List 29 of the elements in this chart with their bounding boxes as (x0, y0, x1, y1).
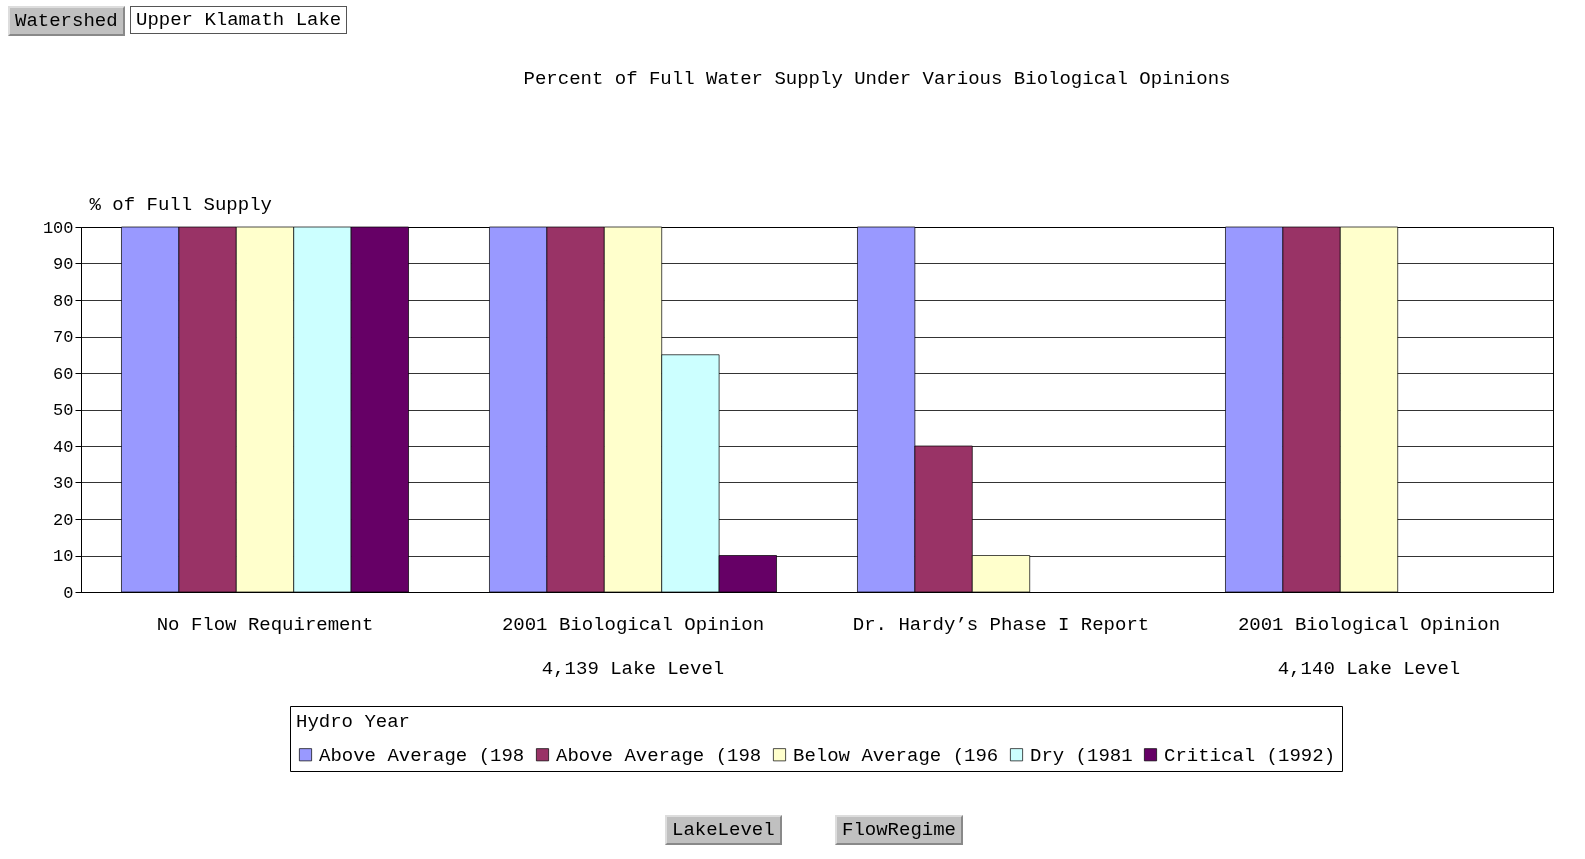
field-button: LakeLevel (665, 815, 782, 845)
legend-label: Dry (1981 (1030, 744, 1133, 767)
legend-label: Critical (1992) (1164, 744, 1336, 767)
chart-title: Percent of Full Water Supply Under Various Biological Opinions (523, 68, 1231, 90)
y-axis-title: % of Full Supply (89, 193, 272, 216)
field-button: Watershed (8, 6, 125, 36)
legend-label: Below Average (196 (793, 744, 999, 767)
y-tick-label: 50 (53, 401, 74, 420)
y-tick-label: 40 (53, 437, 74, 457)
group-label: 4,140 Lake Level (1276, 658, 1462, 680)
x-tick-label: No Flow Requirement (156, 613, 374, 636)
x-tick-label: Dr. Hardy’s Phase I Report (852, 613, 1150, 636)
field-button: FlowRegime (835, 815, 964, 845)
x-tick-label: 2001 Biological Opinion (1237, 613, 1501, 636)
y-tick-label: 90 (53, 255, 74, 274)
x-tick-label: 2001 Biological Opinion (501, 613, 765, 636)
y-tick-label: 100 (42, 218, 74, 238)
y-tick-label: 70 (53, 328, 74, 347)
legend-title: Hydro Year (296, 711, 411, 733)
y-tick-label: 80 (53, 291, 74, 311)
y-tick-label: 20 (53, 510, 74, 530)
y-tick-label: 30 (53, 474, 74, 493)
legend-label: Above Average (198 (319, 744, 525, 767)
y-tick-label: 10 (53, 547, 74, 566)
field-button: Upper Klamath Lake (130, 6, 348, 34)
y-tick-label: 0 (63, 583, 74, 603)
legend-label: Above Average (198 (556, 744, 762, 767)
y-tick-label: 60 (53, 364, 74, 384)
group-label: 4,139 Lake Level (540, 658, 726, 680)
